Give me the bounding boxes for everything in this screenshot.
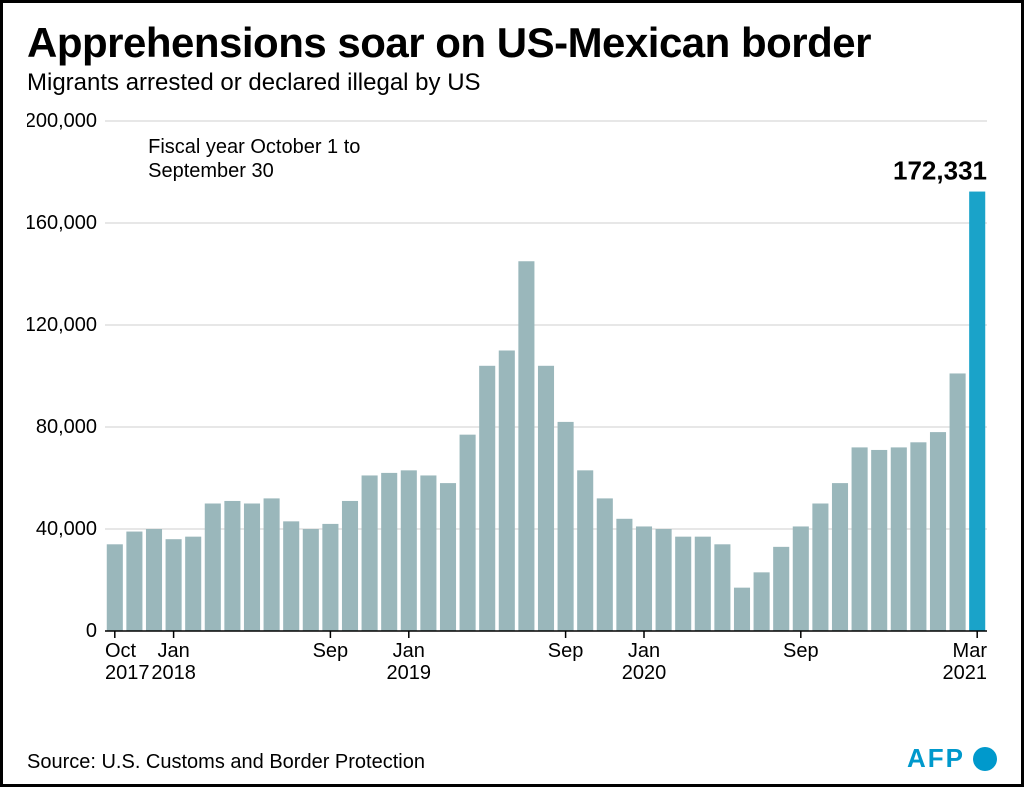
- bar: [440, 483, 456, 631]
- bar: [303, 529, 319, 631]
- chart-area: 040,00080,000120,000160,000200,000Oct201…: [27, 103, 997, 737]
- bar: [597, 498, 613, 631]
- bar: [166, 539, 182, 631]
- bar: [518, 261, 534, 631]
- bar: [342, 501, 358, 631]
- y-tick-label: 200,000: [27, 110, 97, 132]
- afp-logo-text: AFP: [907, 743, 965, 774]
- bar: [224, 501, 240, 631]
- bar: [264, 498, 280, 631]
- footer: Source: U.S. Customs and Border Protecti…: [27, 743, 997, 774]
- y-tick-label: 120,000: [27, 314, 97, 336]
- bar: [930, 432, 946, 631]
- x-tick-label: Sep: [783, 640, 819, 662]
- bar: [538, 366, 554, 631]
- bar: [734, 588, 750, 631]
- bar: [852, 447, 868, 631]
- bar: [420, 476, 436, 632]
- x-tick-label: Mar: [953, 640, 988, 662]
- x-tick-label: Oct: [105, 640, 137, 662]
- bar: [401, 470, 417, 631]
- source-text: Source: U.S. Customs and Border Protecti…: [27, 751, 425, 774]
- bar: [460, 435, 476, 631]
- bar: [793, 527, 809, 632]
- x-tick-label: Sep: [313, 640, 349, 662]
- y-tick-label: 160,000: [27, 212, 97, 234]
- x-tick-label-year: 2020: [622, 662, 667, 684]
- bar: [205, 504, 221, 632]
- x-tick-label: Jan: [628, 640, 660, 662]
- bar: [910, 442, 926, 631]
- bar: [871, 450, 887, 631]
- bar: [126, 532, 142, 631]
- bar: [577, 470, 593, 631]
- bar: [499, 351, 515, 632]
- bar: [754, 572, 770, 631]
- x-tick-label-year: 2019: [387, 662, 432, 684]
- bar: [891, 447, 907, 631]
- bar: [950, 374, 966, 632]
- bar: [675, 537, 691, 631]
- bar: [558, 422, 574, 631]
- y-tick-label: 80,000: [36, 416, 97, 438]
- bar: [773, 547, 789, 631]
- bar: [812, 504, 828, 632]
- afp-logo: AFP: [907, 743, 997, 774]
- bar: [185, 537, 201, 631]
- afp-logo-dot: [973, 747, 997, 771]
- fiscal-year-note: Fiscal year October 1 to: [148, 136, 360, 158]
- bar: [695, 537, 711, 631]
- bar: [714, 544, 730, 631]
- chart-subtitle: Migrants arrested or declared illegal by…: [27, 69, 997, 97]
- bar: [244, 504, 260, 632]
- x-tick-label: Jan: [157, 640, 189, 662]
- bar: [616, 519, 632, 631]
- x-tick-label: Sep: [548, 640, 584, 662]
- bar: [832, 483, 848, 631]
- bar-highlight: [969, 192, 985, 631]
- chart-card: Apprehensions soar on US-Mexican border …: [0, 0, 1024, 787]
- bar: [322, 524, 338, 631]
- bar: [636, 527, 652, 632]
- highlight-value-label: 172,331: [893, 156, 987, 186]
- bar: [479, 366, 495, 631]
- y-tick-label: 40,000: [36, 518, 97, 540]
- bar: [146, 529, 162, 631]
- bar: [656, 529, 672, 631]
- bar: [362, 476, 378, 632]
- x-tick-label: Jan: [393, 640, 425, 662]
- x-tick-label-year: 2021: [943, 662, 988, 684]
- x-tick-label-year: 2017: [105, 662, 150, 684]
- chart-title: Apprehensions soar on US-Mexican border: [27, 21, 997, 65]
- y-tick-label: 0: [86, 620, 97, 642]
- x-tick-label-year: 2018: [151, 662, 196, 684]
- bar-chart: 040,00080,000120,000160,000200,000Oct201…: [27, 103, 997, 693]
- fiscal-year-note: September 30: [148, 160, 274, 182]
- bar: [381, 473, 397, 631]
- bar: [283, 521, 299, 631]
- bar: [107, 544, 123, 631]
